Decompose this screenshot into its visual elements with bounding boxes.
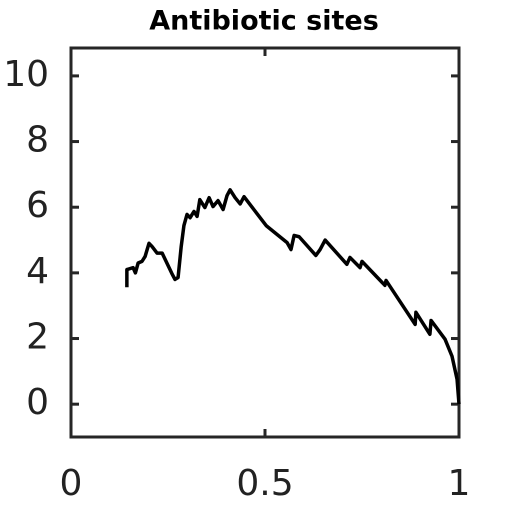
- x-tick-label: 0.5: [236, 463, 293, 504]
- chart-title: Antibiotic sites: [149, 6, 379, 37]
- y-tick-label: 2: [26, 317, 49, 358]
- y-tick-label: 8: [26, 120, 49, 161]
- data-line: [125, 188, 461, 405]
- y-tick-label: 4: [26, 251, 49, 292]
- y-tick-label: 6: [26, 185, 49, 226]
- x-tick-label: 1: [448, 463, 471, 504]
- y-tick-label: 10: [3, 54, 49, 95]
- y-tick-label: 0: [26, 382, 49, 423]
- x-tick-label: 0: [60, 463, 83, 504]
- plot-frame: [69, 46, 461, 439]
